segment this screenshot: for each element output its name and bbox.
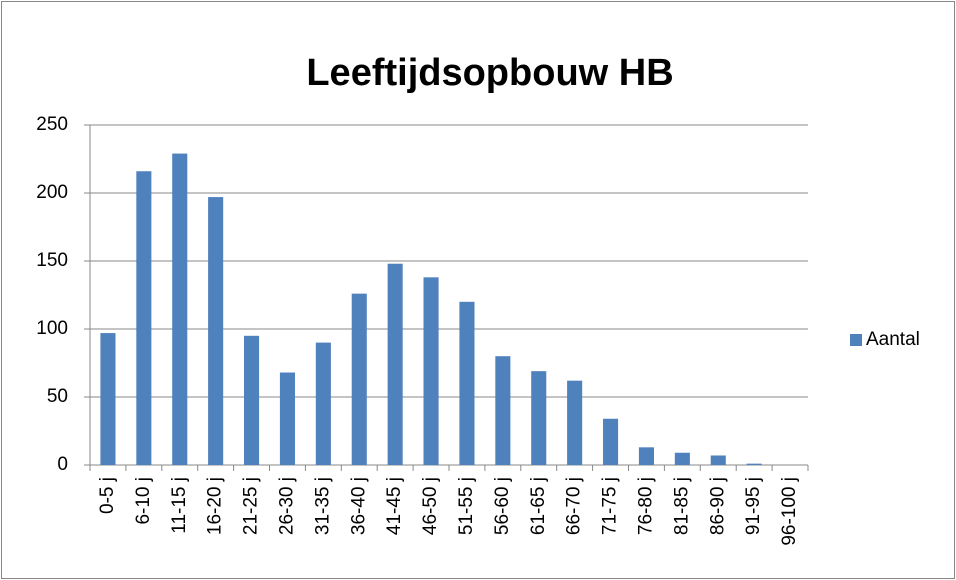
y-tick-label: 0 [57,454,68,475]
x-tick-label: 21-25 j [241,477,262,535]
x-tick-label: 96-100 j [779,477,800,546]
x-tick-label: 91-95 j [743,477,764,535]
x-tick-label: 41-45 j [384,477,405,535]
x-tick-label: 46-50 j [420,477,441,535]
y-tick-label: 100 [36,318,68,339]
x-tick-label: 36-40 j [348,477,369,535]
x-tick-label: 51-55 j [456,477,477,535]
bar [638,447,654,465]
x-tick-label: 76-80 j [635,477,656,535]
y-tick-label: 150 [36,250,68,271]
bar [459,301,475,465]
x-tick-label: 56-60 j [492,477,513,535]
y-tick-label: 50 [47,386,68,407]
x-tick-label: 71-75 j [600,477,621,535]
x-tick-label: 66-70 j [564,477,585,535]
x-tick-label: 31-35 j [312,477,333,535]
x-tick-label: 26-30 j [276,477,297,535]
x-tick-label: 86-90 j [707,477,728,535]
bar [136,171,152,466]
bar [710,455,726,465]
bar [674,452,690,465]
bar [279,372,295,465]
x-tick-label: 11-15 j [169,477,190,534]
legend-swatch [850,334,862,346]
chart-title: Leeftijdsopbouw HB [306,52,673,94]
bar [531,371,547,465]
bar [603,418,619,465]
bar [172,153,188,465]
x-tick-label: 0-5 j [97,477,118,514]
bar [387,263,403,465]
x-tick-label: 81-85 j [671,477,692,535]
bar [351,293,367,465]
bar [423,277,439,465]
bar [495,356,511,465]
bar [315,342,331,465]
bar [244,335,260,465]
x-tick-label: 16-20 j [205,477,226,535]
y-tick-label: 250 [36,114,68,135]
x-tick-label: 61-65 j [528,477,549,535]
y-tick-label: 200 [36,182,68,203]
bar [746,463,762,465]
bar [208,197,224,465]
bar [567,380,583,465]
legend-label: Aantal [866,329,920,350]
x-tick-label: 6-10 j [133,477,154,525]
bar [100,333,116,465]
